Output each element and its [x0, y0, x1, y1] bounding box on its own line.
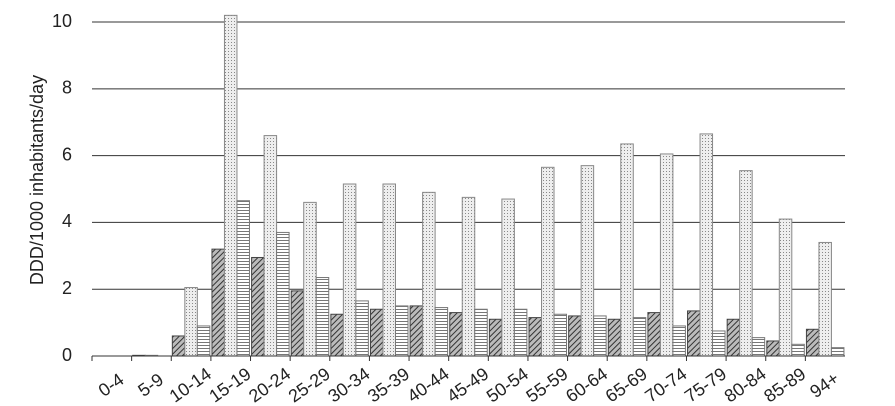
x-tick-label: 20-24	[245, 364, 294, 406]
bar	[315, 277, 330, 357]
bar	[541, 166, 555, 357]
bar	[830, 347, 845, 357]
bar	[739, 170, 753, 357]
bar	[449, 312, 463, 357]
bar	[726, 318, 741, 357]
bar	[461, 196, 476, 357]
bar	[342, 183, 357, 357]
bar	[818, 241, 832, 357]
bar	[712, 330, 726, 357]
x-tick-label: 60-64	[562, 364, 611, 406]
bar	[369, 308, 384, 357]
bar	[355, 300, 369, 357]
x-tick-label: 75-79	[681, 364, 730, 406]
bar	[474, 308, 488, 357]
bar	[699, 133, 714, 357]
bar	[251, 256, 265, 357]
x-tick-label: 10-14	[166, 364, 215, 406]
x-tick-label: 85-89	[760, 364, 809, 406]
bar	[659, 153, 674, 357]
y-tick-label: 0	[62, 345, 72, 365]
x-tick-label: 55-59	[522, 364, 571, 406]
y-tick-label: 2	[62, 278, 72, 298]
x-tick-label: 30-34	[324, 364, 373, 406]
bar	[593, 315, 607, 357]
bar	[196, 325, 211, 357]
bar	[263, 135, 278, 357]
bar	[620, 143, 634, 357]
bar	[766, 340, 780, 357]
bar	[791, 343, 805, 357]
bar	[330, 313, 344, 357]
bar	[568, 315, 582, 357]
bar	[434, 307, 449, 357]
bar	[778, 218, 793, 357]
x-tick-label: 45-49	[443, 364, 492, 406]
x-tick-label: 50-54	[483, 364, 532, 406]
bar	[290, 290, 305, 357]
bar	[236, 200, 250, 357]
y-axis-label: DDD/1000 inhabitants/day	[27, 75, 47, 285]
y-tick-label: 6	[62, 144, 72, 164]
x-tick-label: 0-4	[95, 369, 128, 400]
bar	[211, 248, 225, 357]
x-tick-label: 25-29	[285, 364, 334, 406]
x-tick-label: 65-69	[602, 364, 651, 406]
x-tick-label: 5-9	[134, 369, 167, 400]
x-tick-label: 80-84	[721, 364, 770, 406]
bar	[513, 308, 528, 357]
bar	[632, 317, 647, 357]
x-tick-label: 94+	[806, 368, 842, 402]
y-tick-label: 4	[62, 211, 72, 231]
bar	[687, 310, 701, 357]
bar	[805, 328, 820, 357]
bar	[553, 313, 568, 357]
bar	[303, 201, 317, 357]
bar	[580, 165, 595, 357]
bar	[672, 325, 686, 357]
x-tick-label: 15-19	[205, 364, 254, 406]
x-tick-label: 70-74	[641, 364, 690, 406]
bar	[394, 305, 409, 357]
bar	[647, 312, 661, 357]
bar	[276, 231, 290, 357]
bar	[382, 183, 396, 357]
bar	[409, 305, 424, 357]
x-tick-label: 35-39	[364, 364, 413, 406]
bar	[751, 337, 766, 357]
y-tick-label: 8	[62, 78, 72, 98]
bar	[607, 318, 622, 357]
bar	[223, 14, 238, 357]
bar	[171, 335, 186, 357]
bar	[528, 317, 543, 357]
x-tick-label: 40-44	[404, 364, 453, 406]
bar	[501, 198, 515, 357]
y-tick-label: 10	[52, 11, 72, 31]
bar	[488, 318, 503, 357]
bar	[422, 191, 436, 357]
bar	[184, 287, 198, 357]
